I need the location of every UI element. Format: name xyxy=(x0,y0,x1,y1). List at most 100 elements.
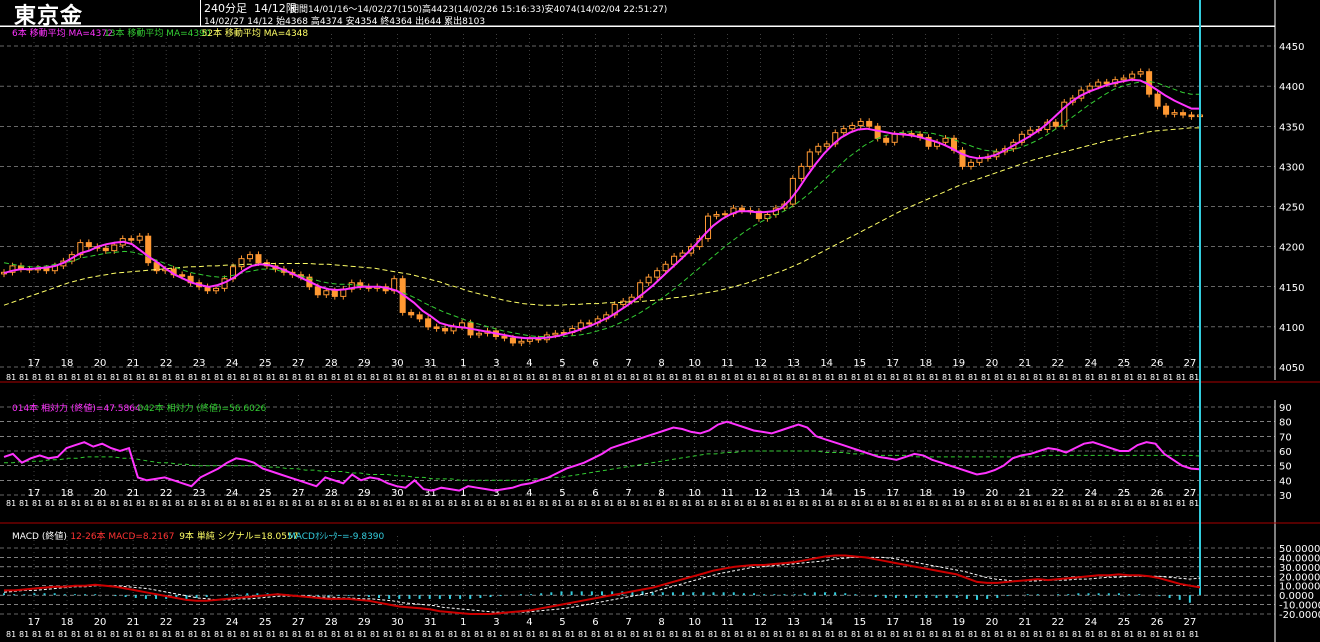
rsi-date-label: 24 xyxy=(1085,488,1098,499)
hour-tick-label: 81 xyxy=(890,373,900,382)
hour-tick-label: 81 xyxy=(1111,373,1121,382)
rsi-hour-tick-label: 81 xyxy=(838,499,848,508)
macd-date-label: 22 xyxy=(160,617,173,628)
hour-tick-label: 81 xyxy=(240,373,250,382)
macd-hour-tick-label: 81 xyxy=(851,630,861,639)
macd-hour-tick-label: 81 xyxy=(1098,630,1108,639)
candle-body xyxy=(908,132,915,135)
rsi-legend-item: 042本 相対力 (終値)=56.6026 xyxy=(138,402,267,414)
candle-body xyxy=(721,213,729,216)
candle-body xyxy=(1163,105,1170,115)
date-label: 10 xyxy=(688,358,701,369)
candle-body xyxy=(179,274,186,277)
hour-tick-label: 81 xyxy=(318,373,328,382)
rsi-date-label: 31 xyxy=(424,488,437,499)
hour-tick-label: 81 xyxy=(1046,373,1056,382)
rsi-date-label: 17 xyxy=(886,488,899,499)
macd-hour-tick-label: 81 xyxy=(786,630,796,639)
date-label: 8 xyxy=(658,358,664,369)
hour-tick-label: 81 xyxy=(903,373,913,382)
rsi-tick-label: 80 xyxy=(1279,418,1292,429)
rsi-hour-tick-label: 81 xyxy=(487,499,497,508)
rsi-hour-tick-label: 81 xyxy=(552,499,562,508)
date-label: 20 xyxy=(985,358,998,369)
macd-hour-tick-label: 81 xyxy=(643,630,653,639)
date-label: 4 xyxy=(526,358,532,369)
candle-body xyxy=(874,125,881,139)
candle-body xyxy=(1095,81,1102,87)
hour-tick-label: 81 xyxy=(1163,373,1173,382)
macd-hour-tick-label: 81 xyxy=(214,630,224,639)
macd-hour-tick-label: 81 xyxy=(721,630,731,639)
macd-hour-tick-label: 81 xyxy=(461,630,471,639)
macd-date-label: 27 xyxy=(1184,617,1197,628)
date-label: 27 xyxy=(292,358,305,369)
date-label: 6 xyxy=(592,358,598,369)
hour-tick-label: 81 xyxy=(916,373,926,382)
hour-tick-label: 81 xyxy=(97,373,107,382)
last-bar-info: 14/02/27 14/12 始4368 高4374 安4354 終4364 出… xyxy=(204,17,486,27)
macd-date-label: 18 xyxy=(61,617,74,628)
hour-tick-label: 81 xyxy=(1137,373,1147,382)
candle-body xyxy=(552,332,559,336)
rsi-hour-tick-label: 81 xyxy=(240,499,250,508)
macd-hour-tick-label: 81 xyxy=(825,630,835,639)
rsi-hour-tick-label: 81 xyxy=(630,499,640,508)
date-label: 21 xyxy=(1018,358,1031,369)
rsi-hour-tick-label: 81 xyxy=(565,499,575,508)
rsi-hour-tick-label: 81 xyxy=(162,499,172,508)
hour-tick-label: 81 xyxy=(695,373,705,382)
rsi-hour-tick-label: 81 xyxy=(1020,499,1030,508)
candle-body xyxy=(1027,129,1034,135)
rsi42-line xyxy=(4,450,1201,481)
rsi-hour-tick-label: 81 xyxy=(1150,499,1160,508)
macd-tick-label: 40.0000 xyxy=(1279,553,1320,564)
signal-line xyxy=(3,556,1201,613)
rsi-date-label: 8 xyxy=(658,488,664,499)
macd-hour-tick-label: 81 xyxy=(1033,630,1043,639)
price-tick-label: 4150 xyxy=(1279,283,1304,294)
rsi-hour-tick-label: 81 xyxy=(1176,499,1186,508)
rsi-date-label: 19 xyxy=(952,488,965,499)
hour-tick-label: 81 xyxy=(578,373,588,382)
rsi-hour-tick-label: 81 xyxy=(1098,499,1108,508)
macd-tick-label: 20.0000 xyxy=(1279,572,1320,583)
macd-hour-tick-label: 81 xyxy=(1163,630,1173,639)
hour-tick-label: 81 xyxy=(1020,373,1030,382)
macd-date-label: 25 xyxy=(259,617,272,628)
main-legend-item: 6本 移動平均 MA=4372 xyxy=(12,27,113,39)
rsi-hour-tick-label: 81 xyxy=(123,499,133,508)
candle-body xyxy=(1086,85,1093,91)
date-label: 5 xyxy=(559,358,565,369)
macd-hour-tick-label: 81 xyxy=(1137,630,1147,639)
rsi-hour-tick-label: 81 xyxy=(513,499,523,508)
macd-hour-tick-label: 81 xyxy=(812,630,822,639)
hour-tick-label: 81 xyxy=(396,373,406,382)
rsi-date-label: 18 xyxy=(61,488,74,499)
rsi-date-label: 27 xyxy=(292,488,305,499)
hour-tick-label: 81 xyxy=(422,373,432,382)
rsi-hour-tick-label: 81 xyxy=(279,499,289,508)
rsi-hour-tick-label: 81 xyxy=(422,499,432,508)
candle-body xyxy=(637,282,644,298)
hour-tick-label: 81 xyxy=(942,373,952,382)
macd-hour-tick-label: 81 xyxy=(1072,630,1082,639)
candle-body xyxy=(9,265,16,273)
hour-tick-label: 81 xyxy=(513,373,523,382)
hour-tick-label: 81 xyxy=(877,373,887,382)
macd-hour-tick-label: 81 xyxy=(305,630,315,639)
macd-hour-tick-label: 81 xyxy=(19,630,29,639)
candle-body xyxy=(1052,121,1059,127)
macd-hour-tick-label: 81 xyxy=(630,630,640,639)
hour-tick-label: 81 xyxy=(747,373,757,382)
hour-tick-label: 81 xyxy=(461,373,471,382)
date-label: 21 xyxy=(127,358,140,369)
candle-body xyxy=(967,161,975,167)
rsi-date-label: 4 xyxy=(526,488,532,499)
macd-date-label: 21 xyxy=(1018,617,1031,628)
rsi-date-label: 20 xyxy=(94,488,107,499)
macd-hour-tick-label: 81 xyxy=(942,630,952,639)
date-label: 25 xyxy=(1118,358,1131,369)
candle-body xyxy=(815,145,822,153)
rsi-date-label: 24 xyxy=(226,488,239,499)
